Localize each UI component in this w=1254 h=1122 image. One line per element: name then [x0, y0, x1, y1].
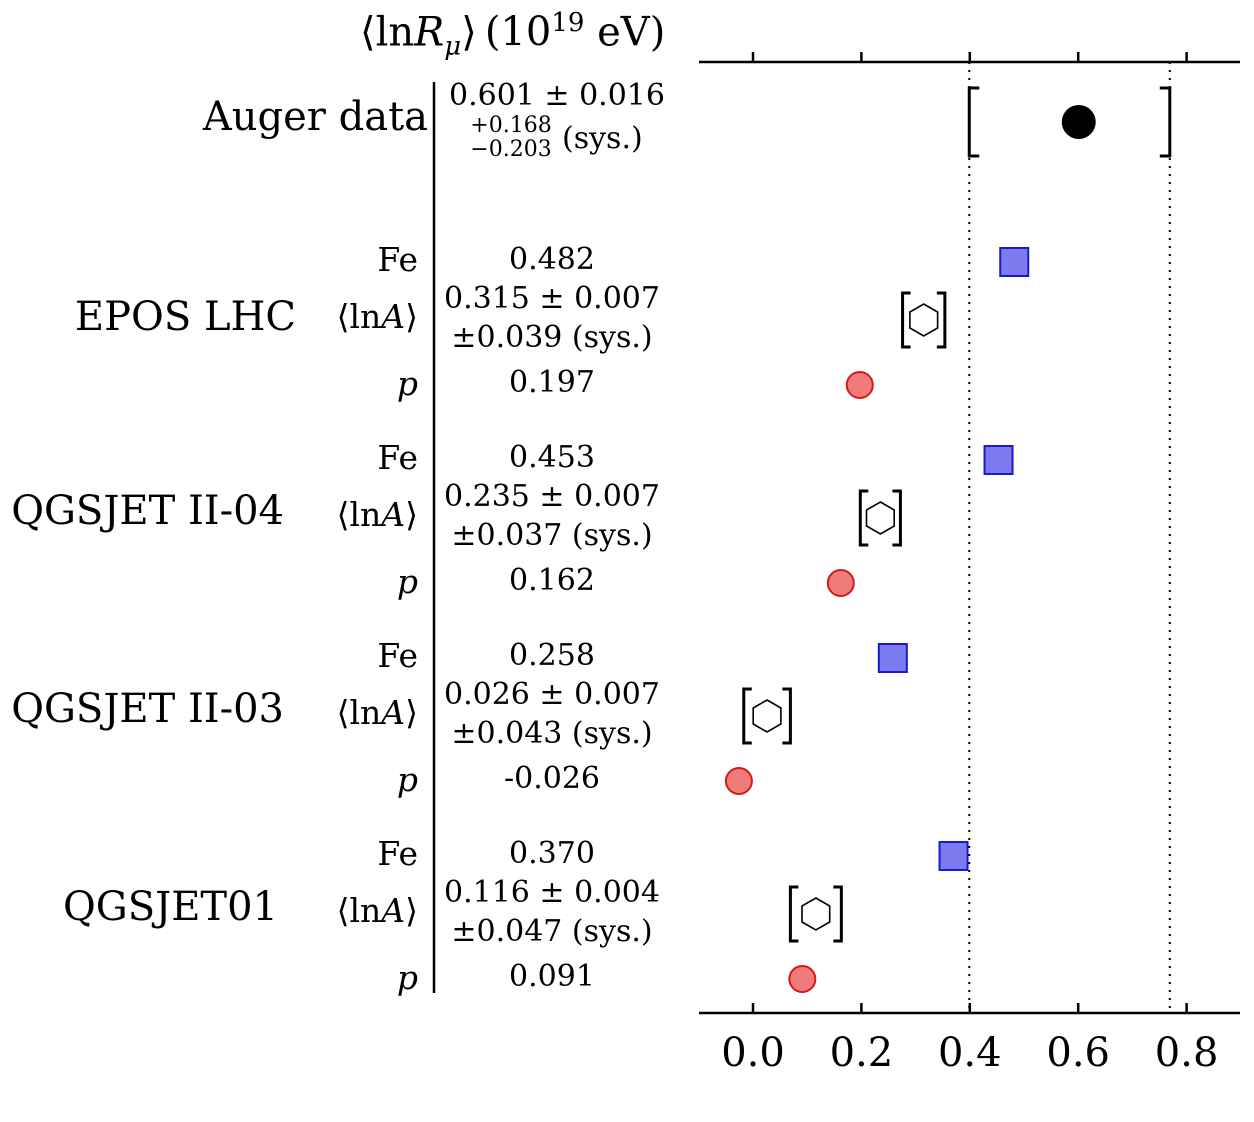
- title-var: R: [414, 9, 445, 56]
- p-marker: [788, 965, 817, 993]
- auger-sys-plus: +0.168: [470, 113, 552, 138]
- lna-sys-bracket-left: [742, 687, 752, 745]
- row-label-p: p: [396, 958, 418, 997]
- value-lna: 0.235 ± 0.007: [444, 479, 660, 514]
- lna-marker: [752, 699, 782, 733]
- fe-marker: [938, 841, 969, 871]
- model-name-qgsjet-ii-04: QGSJET II-04: [11, 488, 284, 534]
- row-label-fe: Fe: [377, 240, 418, 279]
- row-label-lna: ⟨lnA⟩: [336, 693, 418, 732]
- chart-title: ⟨lnRμ⟩ (1019 eV): [360, 8, 665, 61]
- value-lna: 0.026 ± 0.007: [444, 677, 660, 712]
- x-tick-label: 0.2: [829, 1030, 894, 1076]
- value-lna: 0.315 ± 0.007: [444, 281, 660, 316]
- value-lna-sys: ±0.037 (sys.): [451, 518, 653, 553]
- row-label-fe: Fe: [377, 438, 418, 477]
- value-fe: 0.370: [509, 836, 595, 871]
- row-label-lna: ⟨lnA⟩: [336, 297, 418, 336]
- value-p: 0.197: [509, 365, 595, 400]
- x-tick-label: 0.0: [721, 1030, 785, 1076]
- auger-sys-minus: −0.203: [470, 137, 552, 162]
- auger-sys-label: (sys.): [562, 120, 643, 156]
- lna-sys-bracket-right: [833, 885, 843, 943]
- lna-sys-bracket-left: [858, 489, 869, 547]
- value-fe: 0.453: [509, 440, 595, 475]
- lna-marker: [801, 897, 831, 931]
- title-unit-exp: 19: [551, 8, 585, 38]
- row-label-p: p: [396, 760, 418, 799]
- value-lna: 0.116 ± 0.004: [444, 875, 660, 910]
- title-unit-base: (10: [484, 9, 552, 56]
- row-label-p: p: [396, 562, 418, 601]
- p-marker: [724, 767, 753, 795]
- lna-sys-bracket-right: [782, 687, 792, 745]
- value-fe: 0.258: [509, 638, 595, 673]
- value-lna-sys: ±0.047 (sys.): [451, 914, 653, 949]
- value-fe: 0.482: [509, 242, 595, 277]
- value-p: 0.162: [509, 563, 595, 598]
- title-lang: ⟨ln: [360, 9, 415, 56]
- auger-label: Auger data: [202, 94, 428, 140]
- row-label-p: p: [396, 364, 418, 403]
- auger-data-point: [1061, 105, 1096, 139]
- title-rang: ⟩: [461, 9, 477, 56]
- lna-sys-bracket-left: [901, 291, 911, 349]
- title-sub: μ: [444, 31, 462, 62]
- p-marker: [826, 569, 855, 597]
- value-lna-sys: ±0.039 (sys.): [451, 320, 653, 355]
- row-label-fe: Fe: [377, 834, 418, 873]
- p-marker: [845, 371, 874, 399]
- fe-marker: [999, 247, 1030, 277]
- lna-sys-bracket-right: [892, 489, 902, 547]
- model-name-qgsjet-ii-03: QGSJET II-03: [11, 686, 284, 732]
- fe-marker: [983, 445, 1014, 475]
- row-label-lna: ⟨lnA⟩: [336, 495, 418, 534]
- x-tick-label: 0.8: [1154, 1030, 1219, 1076]
- model-name-qgsjet01: QGSJET01: [63, 884, 278, 930]
- auger-value: 0.601 ± 0.016: [449, 78, 665, 113]
- title-unit-tail: eV): [584, 9, 666, 56]
- lna-marker: [909, 303, 939, 337]
- lna-sys-bracket-left: [788, 885, 799, 943]
- auger-sys: +0.168 −0.203 (sys.): [466, 113, 643, 162]
- value-lna-sys: ±0.043 (sys.): [451, 716, 653, 751]
- auger-sys-bracket-left: [967, 86, 980, 158]
- value-p: 0.091: [509, 959, 595, 994]
- x-tick-label: 0.4: [937, 1030, 1002, 1076]
- lna-sys-bracket-right: [936, 291, 947, 349]
- lna-marker: [865, 501, 896, 535]
- x-tick-label: 0.6: [1046, 1030, 1110, 1076]
- row-label-lna: ⟨lnA⟩: [336, 891, 418, 930]
- value-p: -0.026: [503, 761, 601, 796]
- auger-sys-bracket-right: [1159, 86, 1172, 158]
- fe-marker: [877, 643, 908, 673]
- model-name-epos: EPOS LHC: [74, 294, 296, 340]
- row-label-fe: Fe: [377, 636, 418, 675]
